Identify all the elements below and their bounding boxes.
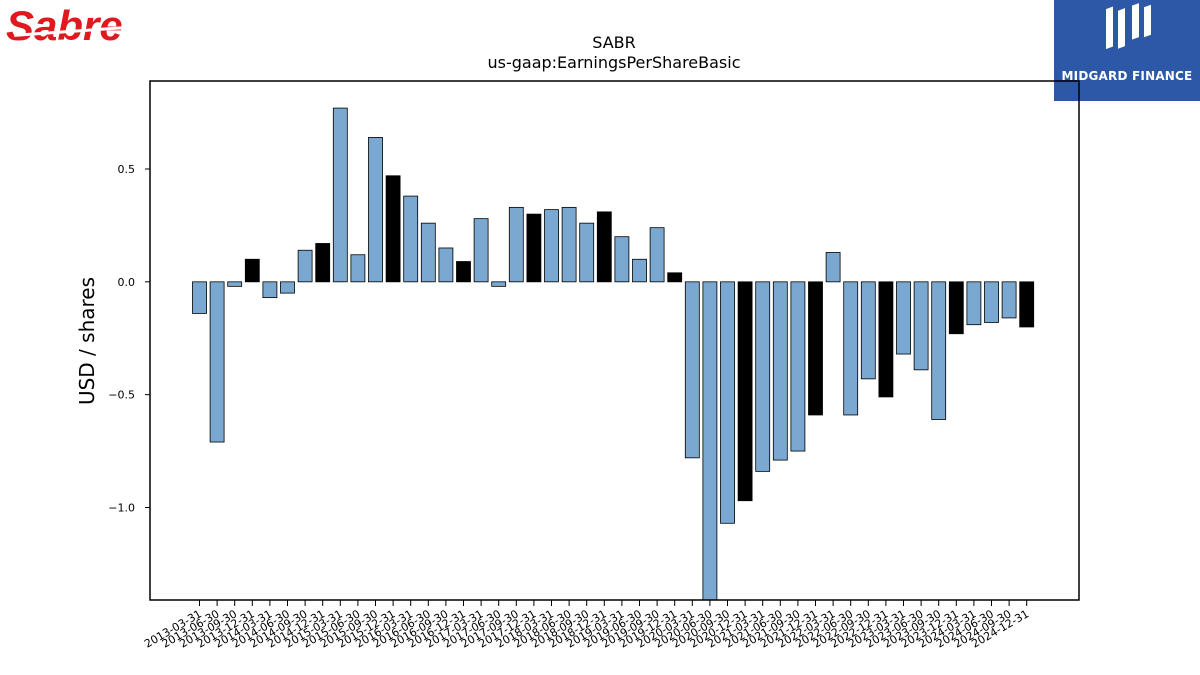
bar-2015-06-30 — [350, 254, 366, 283]
bar-2013-03-31 — [192, 281, 207, 314]
bar-2013-09-30 — [227, 281, 243, 287]
midgard-finance-logo: MIDGARD FINANCE — [1054, 0, 1200, 101]
bar-2018-09-30 — [579, 222, 595, 283]
bar-2014-09-30 — [297, 249, 313, 283]
bar-2013-06-30 — [209, 281, 225, 443]
bar-2023-12-31 — [948, 281, 964, 335]
midgard-mark-icon — [1106, 3, 1151, 50]
y-axis: −1.0 −0.5 0.0 0.5 — [108, 163, 150, 514]
bar-2018-12-31 — [596, 211, 612, 283]
bar-2015-03-31 — [332, 107, 348, 283]
bar-2022-06-30 — [843, 281, 859, 416]
bar-2014-03-31 — [262, 281, 278, 299]
bar-2021-06-30 — [772, 281, 788, 461]
x-axis: 2013-03-312013-06-302013-09-302013-12-31… — [142, 600, 1031, 651]
y-axis-label: USD / shares — [75, 277, 99, 405]
bar-2020-06-30 — [702, 281, 718, 601]
bar-2016-06-30 — [420, 222, 436, 283]
bar-2022-12-31 — [878, 281, 894, 398]
bar-2019-06-30 — [632, 258, 647, 283]
bar-2018-06-30 — [561, 206, 577, 283]
bar-2019-03-31 — [614, 236, 630, 283]
bar-2021-09-30 — [790, 281, 806, 452]
bar-2017-09-30 — [508, 206, 524, 283]
y-tick-label: −1.0 — [108, 501, 135, 514]
bar-2017-06-30 — [491, 281, 507, 287]
bar-2022-03-31 — [825, 252, 841, 283]
bar-2016-12-31 — [456, 261, 471, 283]
bar-2024-12-31 — [1019, 281, 1035, 328]
plot-frame — [149, 80, 1080, 601]
bar-2024-06-30 — [984, 281, 999, 323]
bar-2023-06-30 — [913, 281, 929, 371]
bar-2020-09-30 — [720, 281, 735, 524]
bar-2016-09-30 — [438, 247, 454, 283]
y-tick-label: 0.0 — [118, 276, 136, 289]
bar-2018-03-31 — [544, 209, 559, 283]
bar-2019-09-30 — [649, 227, 665, 283]
bar-2015-12-31 — [385, 175, 401, 283]
bar-2020-12-31 — [737, 281, 753, 502]
bar-2017-12-31 — [526, 213, 542, 283]
bar-2014-12-31 — [315, 243, 331, 283]
bar-2016-03-31 — [403, 195, 419, 283]
bar-2022-09-30 — [860, 281, 876, 380]
bar-2024-03-31 — [966, 281, 982, 326]
y-tick-label: 0.5 — [118, 163, 136, 176]
midgard-logo-text: MIDGARD FINANCE — [1061, 69, 1193, 83]
y-tick-label: −0.5 — [108, 389, 135, 402]
chart-subtitle: us-gaap:EarningsPerShareBasic — [487, 53, 740, 72]
bar-2014-06-30 — [280, 281, 295, 294]
bar-2019-12-31 — [667, 272, 683, 283]
chart-title: SABR — [592, 33, 636, 52]
bar-2013-12-31 — [244, 258, 260, 283]
bar-2017-03-31 — [473, 218, 489, 283]
bar-2020-03-31 — [684, 281, 700, 459]
bar-2015-09-30 — [368, 137, 383, 283]
bar-2021-12-31 — [808, 281, 823, 416]
sabre-logo-text: Sabre — [6, 2, 123, 49]
bar-2021-03-31 — [755, 281, 771, 472]
bar-2023-09-30 — [931, 281, 947, 420]
bar-2023-03-31 — [896, 281, 911, 355]
bars-group — [192, 107, 1035, 601]
sabre-logo: Sabre — [4, 2, 174, 52]
bar-2024-09-30 — [1001, 281, 1017, 319]
